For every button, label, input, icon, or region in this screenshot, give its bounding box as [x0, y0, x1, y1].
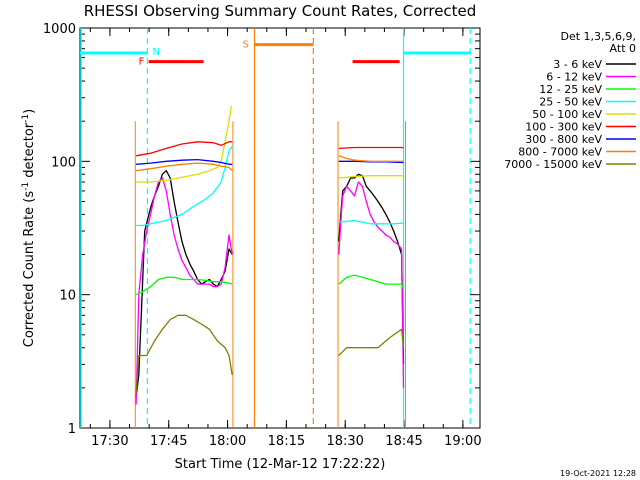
series-line-4	[136, 105, 404, 183]
legend-label: 25 - 50 keV	[539, 96, 602, 109]
x-axis-ticks: 17:30 17:45 18:00 18:15 18:30 18:45 19:00	[89, 28, 482, 449]
y-label-exp-2: -1	[21, 114, 31, 123]
legend-label: 100 - 300 keV	[525, 121, 602, 134]
marker-label: F	[139, 57, 145, 68]
x-tick-label: 18:45	[385, 434, 422, 449]
legend-label: 800 - 7000 keV	[518, 146, 602, 159]
legend-label: 300 - 800 keV	[525, 133, 602, 146]
series-line-0	[135, 170, 405, 398]
plot-frame-rect	[79, 27, 481, 429]
y-tick-label: 1000	[43, 22, 76, 37]
x-tick-label: 17:45	[150, 434, 187, 449]
chart-title: RHESSI Observing Summary Count Rates, Co…	[84, 2, 477, 20]
y-tick-label: 1	[68, 422, 76, 437]
x-tick-label: 17:30	[91, 434, 128, 449]
series-line-3	[136, 145, 404, 227]
series-line-5	[135, 141, 404, 157]
x-tick-label: 18:00	[209, 434, 246, 449]
y-label-part-1: Corrected Count Rate (s	[22, 191, 37, 348]
marker-label: N	[152, 47, 159, 58]
y-label-part-3: )	[22, 109, 37, 114]
legend-header-line-2: Att 0	[610, 42, 636, 55]
y-axis-ticks: 1 10 100 1000	[43, 22, 480, 437]
footer-timestamp: 19-Oct-2021 12:28	[560, 469, 636, 478]
series-line-8	[135, 314, 405, 395]
legend-label: 12 - 25 keV	[539, 83, 602, 96]
y-axis-label: Corrected Count Rate (s-1 detector-1)	[21, 109, 37, 347]
legend-label: 50 - 100 keV	[532, 108, 602, 121]
series-line-7	[136, 155, 404, 172]
legend-label: 6 - 12 keV	[546, 71, 602, 84]
series-lines	[135, 105, 405, 405]
y-label-part-2: detector	[22, 122, 37, 182]
y-label-exp-1: -1	[21, 182, 31, 191]
legend-label: 3 - 6 keV	[553, 58, 602, 71]
x-tick-label: 18:30	[326, 434, 363, 449]
series-line-2	[135, 274, 405, 296]
legend-header-line-1: Det 1,3,5,6,9,	[560, 30, 636, 43]
legend-label: 7000 - 15000 keV	[504, 158, 602, 171]
y-tick-label: 10	[59, 289, 76, 304]
x-tick-label: 18:15	[268, 434, 305, 449]
x-tick-label: 19:00	[444, 434, 481, 449]
x-axis-label: Start Time (12-Mar-12 17:22:22)	[175, 457, 386, 472]
y-tick-label: 100	[51, 155, 76, 170]
marker-label: S	[243, 40, 249, 51]
plot-frame	[79, 27, 481, 429]
series-line-1	[135, 177, 405, 405]
